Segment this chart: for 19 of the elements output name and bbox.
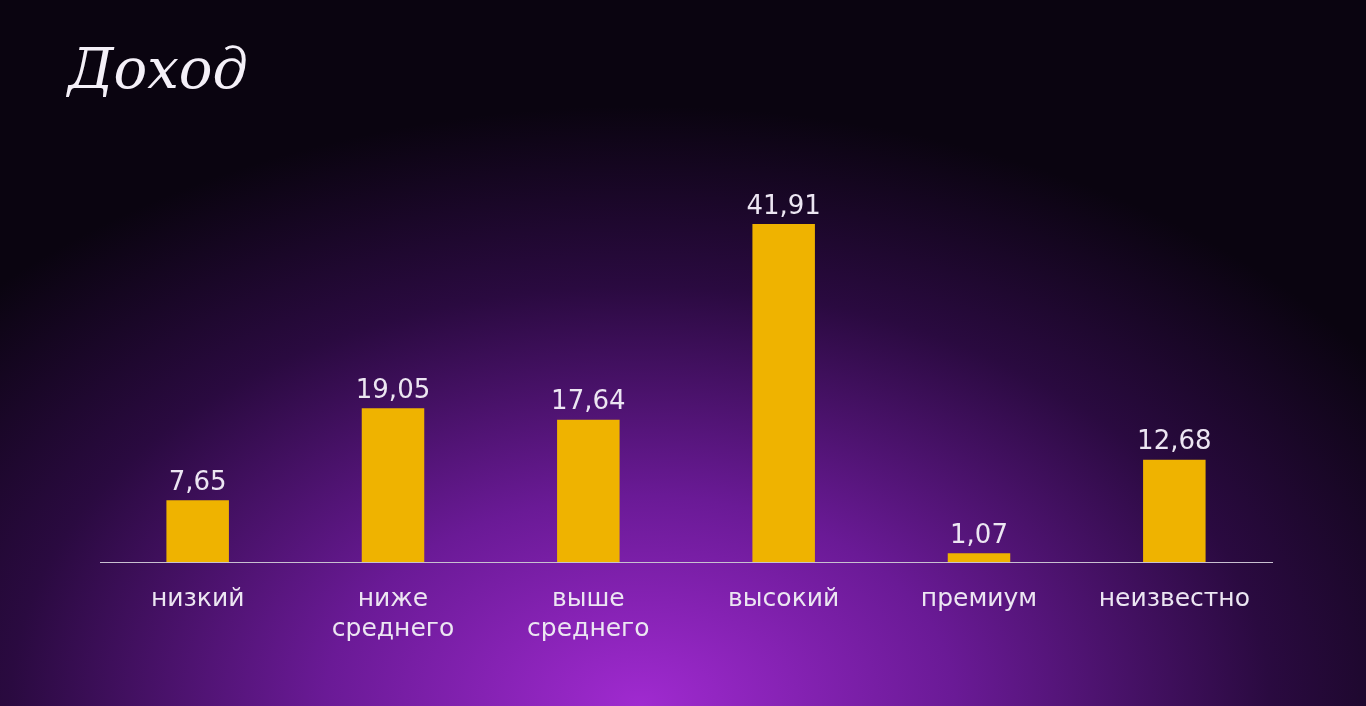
bar xyxy=(752,223,815,562)
x-tick-label: ниже среднего xyxy=(331,582,455,642)
bar xyxy=(166,500,229,562)
data-label: 12,68 xyxy=(1137,425,1212,456)
x-tick-label: выше среднего xyxy=(527,582,650,642)
data-label: 19,05 xyxy=(355,374,431,405)
data-label: 41,91 xyxy=(746,189,821,220)
x-tick-label: премиум xyxy=(920,582,1038,612)
x-tick-label: низкий xyxy=(150,582,245,612)
chart-title: Доход xyxy=(68,36,249,101)
bar xyxy=(361,408,425,562)
x-tick-label: высокий xyxy=(728,582,840,612)
data-label: 7,65 xyxy=(168,466,227,497)
data-label: 17,64 xyxy=(551,385,626,416)
bar xyxy=(1143,459,1206,562)
bar xyxy=(557,419,620,562)
data-label: 1,07 xyxy=(950,519,1008,550)
bar xyxy=(947,553,1011,562)
x-tick-label: неизвестно xyxy=(1098,582,1251,612)
